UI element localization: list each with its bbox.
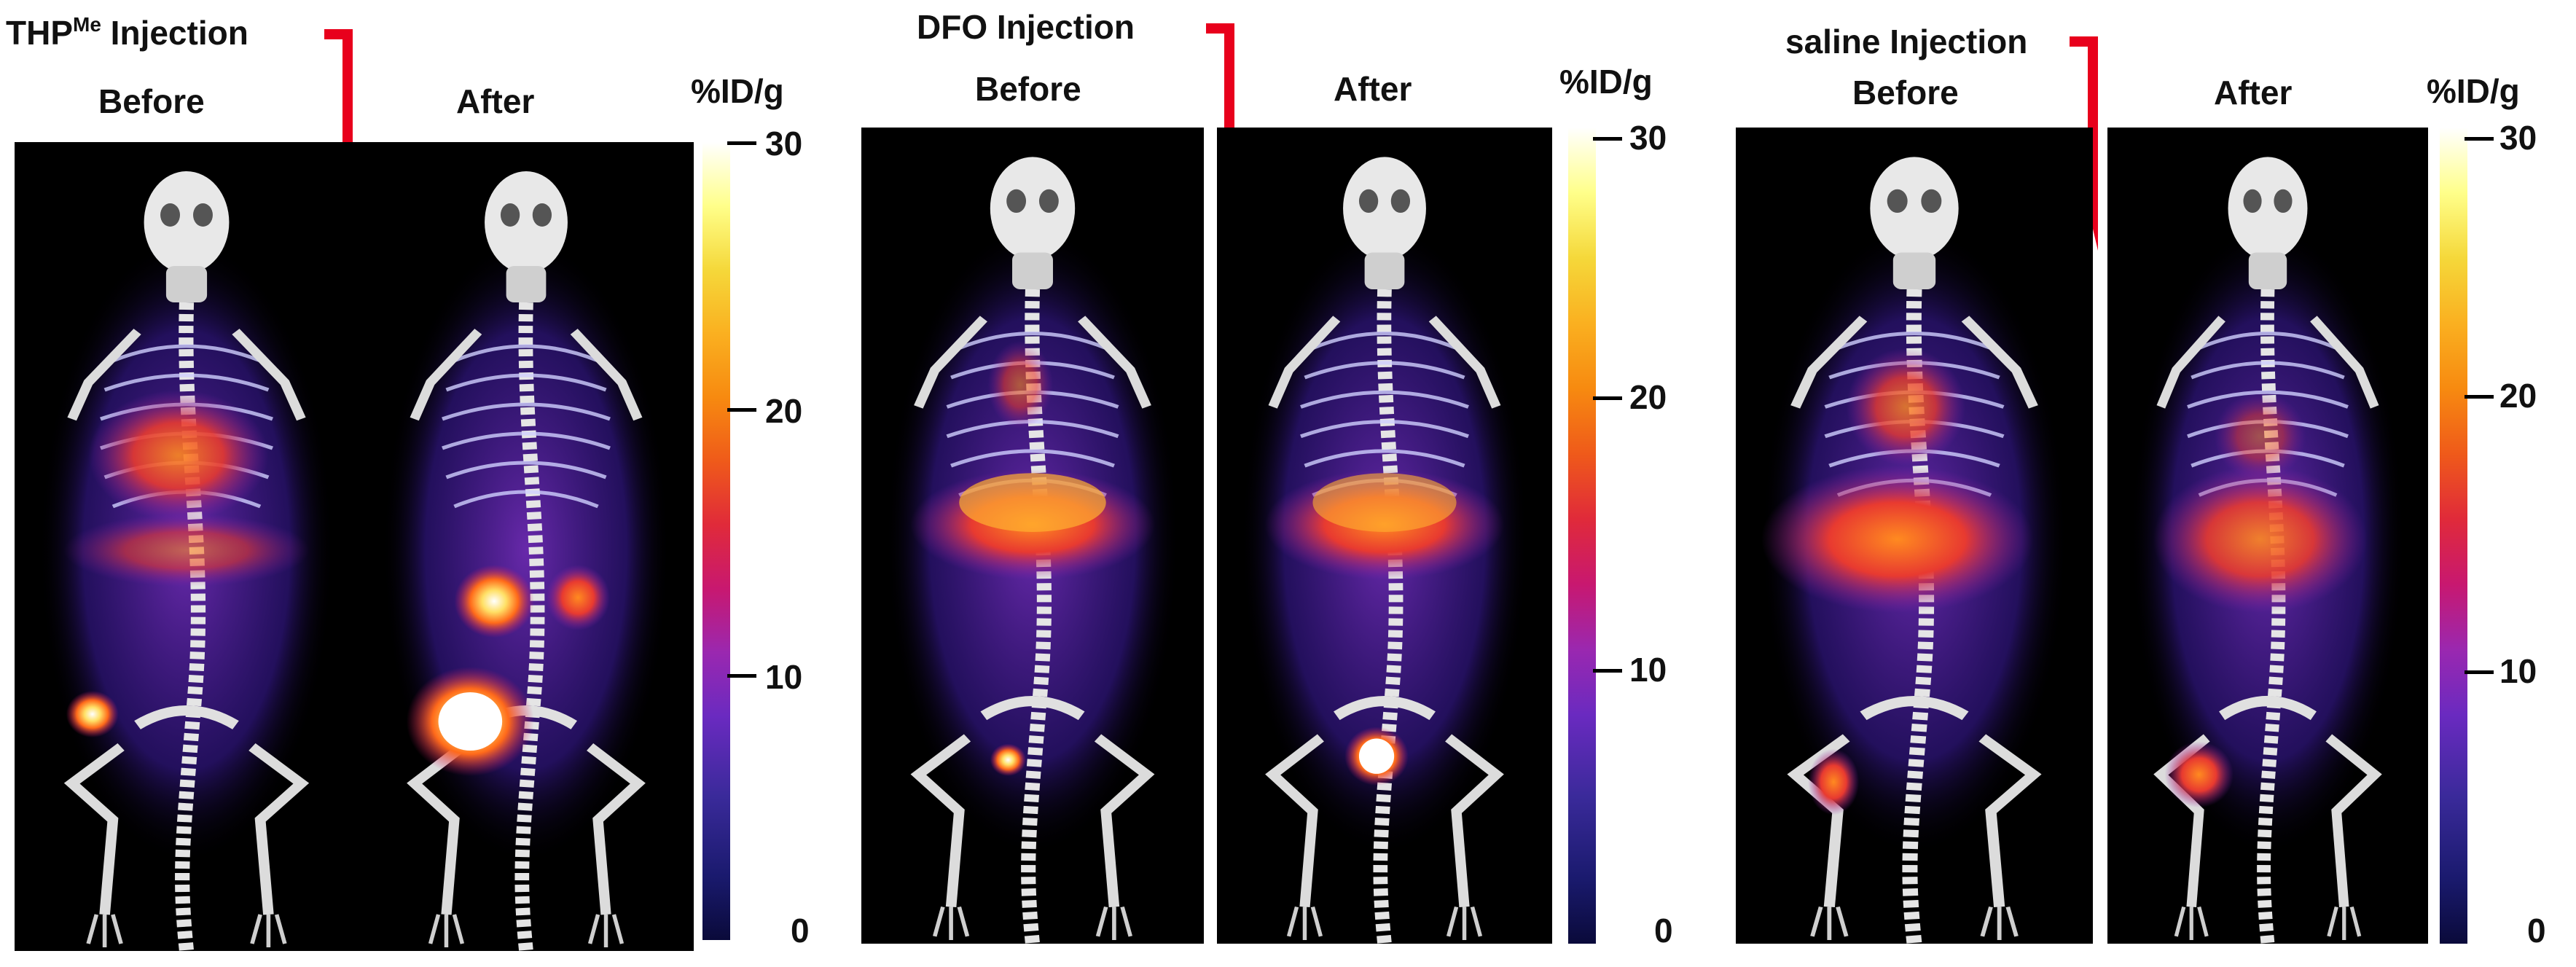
after-label: After	[2214, 74, 2293, 111]
scan-image-before	[1736, 128, 2093, 944]
panel-heading: THPMe Injection	[6, 13, 248, 52]
tick-label-30: 30	[765, 125, 803, 163]
tick-label-10: 10	[2499, 652, 2537, 690]
colorbar-tick	[727, 408, 756, 412]
colorbar-tick	[1593, 669, 1622, 673]
tick-label-10: 10	[765, 658, 803, 696]
panel-heading: saline Injection	[1785, 23, 2028, 60]
before-label: Before	[1852, 74, 1959, 111]
colorbar	[2440, 128, 2467, 944]
scan-image-after	[1217, 128, 1552, 944]
colorbar-tick	[2465, 395, 2494, 399]
scan-image-before	[861, 128, 1204, 944]
after-label: After	[1334, 70, 1412, 108]
before-label: Before	[98, 82, 205, 120]
panel-thp-injection: THPMe Injection Before After %ID/g 30 20…	[0, 0, 853, 967]
colorbar-title: %ID/g	[2427, 72, 2520, 110]
colorbar-title: %ID/g	[691, 72, 784, 110]
colorbar	[702, 142, 730, 940]
tick-label-20: 20	[1629, 378, 1667, 416]
colorbar-tick	[2465, 137, 2494, 141]
colorbar	[1568, 128, 1596, 944]
tick-label-30: 30	[2499, 119, 2537, 157]
colorbar-tick	[727, 141, 756, 145]
tick-label-0: 0	[1654, 912, 1673, 950]
tick-label-30: 30	[1629, 119, 1667, 157]
scan-image-after	[2107, 128, 2428, 944]
colorbar-title: %ID/g	[1559, 63, 1653, 101]
tick-label-20: 20	[765, 392, 803, 430]
panel-dfo-injection: DFO Injection Before After %ID/g 30 20 1…	[853, 0, 1727, 967]
tick-label-0: 0	[2527, 912, 2546, 950]
colorbar-tick	[1593, 396, 1622, 400]
panel-saline-injection: saline Injection Before After %ID/g 30 2…	[1727, 0, 2576, 967]
colorbar-tick	[727, 674, 756, 678]
scan-image-after	[359, 142, 694, 951]
tick-label-20: 20	[2499, 377, 2537, 415]
scan-image-before	[15, 142, 359, 951]
colorbar-tick	[2465, 670, 2494, 674]
after-label: After	[456, 82, 535, 120]
before-label: Before	[975, 70, 1081, 108]
colorbar-tick	[1593, 137, 1622, 141]
tick-label-0: 0	[791, 912, 810, 950]
tick-label-10: 10	[1629, 651, 1667, 689]
panel-heading: DFO Injection	[917, 8, 1135, 46]
